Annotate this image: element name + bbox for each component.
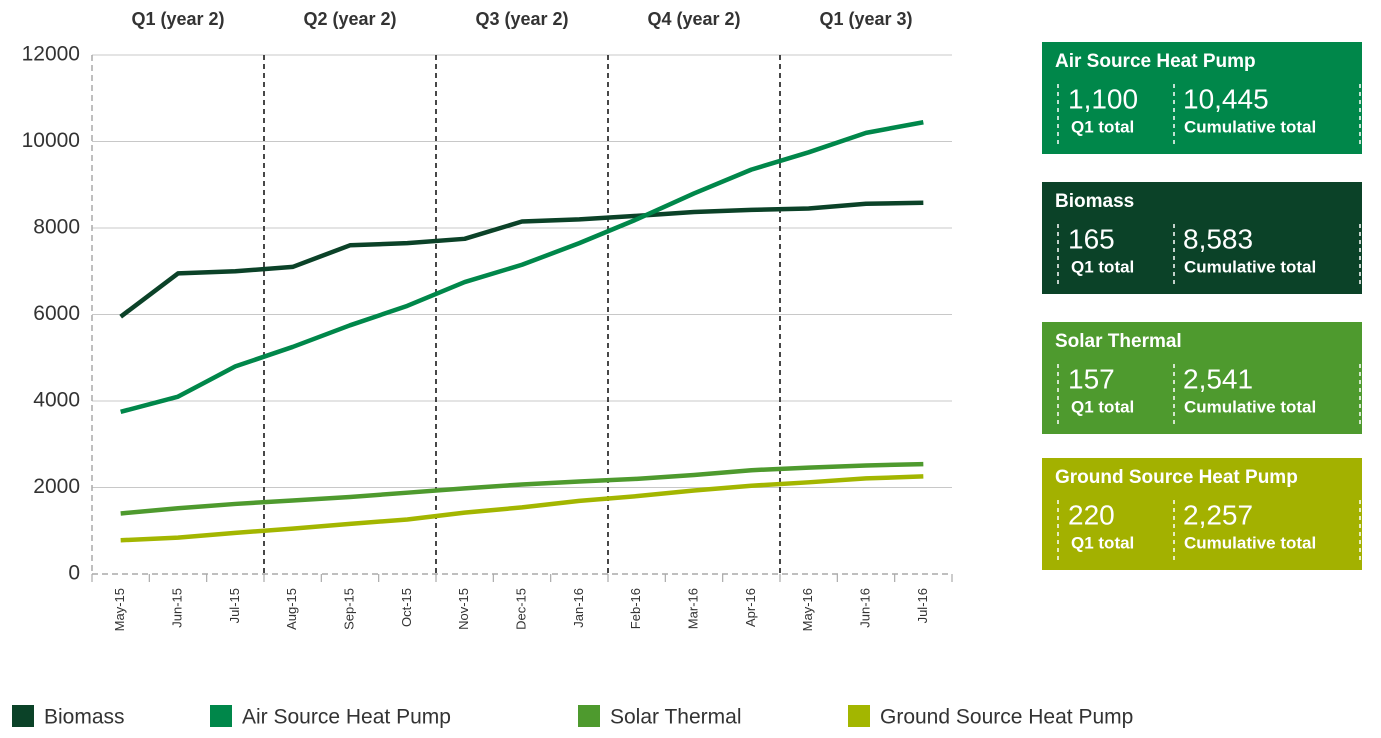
x-tick-label: Jul-15 bbox=[227, 588, 242, 623]
y-tick-label: 8000 bbox=[33, 216, 80, 239]
card-title: Ground Source Heat Pump bbox=[1055, 467, 1298, 488]
legend-swatch bbox=[12, 705, 34, 727]
card-q1-total: 220 bbox=[1068, 499, 1115, 530]
x-tick-label: Sep-15 bbox=[341, 588, 356, 630]
legend-label: Solar Thermal bbox=[610, 706, 742, 729]
card-q1-total: 157 bbox=[1068, 363, 1115, 394]
summary-card bbox=[1042, 322, 1362, 434]
quarter-label: Q3 (year 2) bbox=[475, 9, 568, 29]
y-tick-label: 10000 bbox=[22, 129, 80, 152]
card-cumulative: 2,541 bbox=[1183, 363, 1253, 394]
legend-label: Biomass bbox=[44, 706, 125, 729]
card-cumulative: 2,257 bbox=[1183, 499, 1253, 530]
card-q1-label: Q1 total bbox=[1071, 533, 1134, 552]
card-q1-total: 165 bbox=[1068, 223, 1115, 254]
card-title: Air Source Heat Pump bbox=[1055, 51, 1256, 72]
series-line bbox=[120, 120, 924, 414]
x-tick-label: Nov-15 bbox=[456, 588, 471, 630]
y-tick-label: 12000 bbox=[22, 43, 80, 66]
legend-label: Ground Source Heat Pump bbox=[880, 706, 1133, 729]
card-q1-label: Q1 total bbox=[1071, 257, 1134, 276]
card-title: Biomass bbox=[1055, 191, 1134, 212]
card-q1-total: 1,100 bbox=[1068, 83, 1138, 114]
card-cumulative-label: Cumulative total bbox=[1184, 117, 1316, 136]
card-q1-label: Q1 total bbox=[1071, 117, 1134, 136]
x-tick-label: Jan-16 bbox=[571, 588, 586, 628]
card-cumulative-label: Cumulative total bbox=[1184, 257, 1316, 276]
card-q1-label: Q1 total bbox=[1071, 397, 1134, 416]
card-cumulative-label: Cumulative total bbox=[1184, 397, 1316, 416]
quarter-label: Q4 (year 2) bbox=[647, 9, 740, 29]
card-cumulative: 8,583 bbox=[1183, 223, 1253, 254]
card-cumulative: 10,445 bbox=[1183, 83, 1269, 114]
x-tick-label: Jun-15 bbox=[169, 588, 184, 628]
x-tick-label: May-16 bbox=[800, 588, 815, 631]
y-tick-label: 2000 bbox=[33, 475, 80, 498]
y-tick-label: 4000 bbox=[33, 389, 80, 412]
x-tick-label: Jun-16 bbox=[857, 588, 872, 628]
quarter-label: Q1 (year 3) bbox=[819, 9, 912, 29]
legend-swatch bbox=[578, 705, 600, 727]
y-tick-label: 6000 bbox=[33, 302, 80, 325]
card-cumulative-label: Cumulative total bbox=[1184, 533, 1316, 552]
series-line bbox=[120, 474, 924, 543]
x-tick-label: Apr-16 bbox=[743, 588, 758, 627]
x-tick-label: Dec-15 bbox=[513, 588, 528, 630]
x-tick-label: Mar-16 bbox=[685, 588, 700, 629]
summary-card bbox=[1042, 182, 1362, 294]
x-tick-label: Oct-15 bbox=[399, 588, 414, 627]
x-tick-label: Jul-16 bbox=[915, 588, 930, 623]
legend-label: Air Source Heat Pump bbox=[242, 706, 451, 729]
x-tick-label: Feb-16 bbox=[628, 588, 643, 629]
x-tick-label: May-15 bbox=[112, 588, 127, 631]
summary-card bbox=[1042, 458, 1362, 570]
legend-swatch bbox=[848, 705, 870, 727]
series-line bbox=[120, 461, 924, 516]
quarter-label: Q2 (year 2) bbox=[303, 9, 396, 29]
quarter-label: Q1 (year 2) bbox=[131, 9, 224, 29]
series-line bbox=[119, 200, 924, 319]
card-title: Solar Thermal bbox=[1055, 331, 1182, 352]
y-tick-label: 0 bbox=[68, 562, 80, 585]
x-tick-label: Aug-15 bbox=[284, 588, 299, 630]
summary-card bbox=[1042, 42, 1362, 154]
legend-swatch bbox=[210, 705, 232, 727]
